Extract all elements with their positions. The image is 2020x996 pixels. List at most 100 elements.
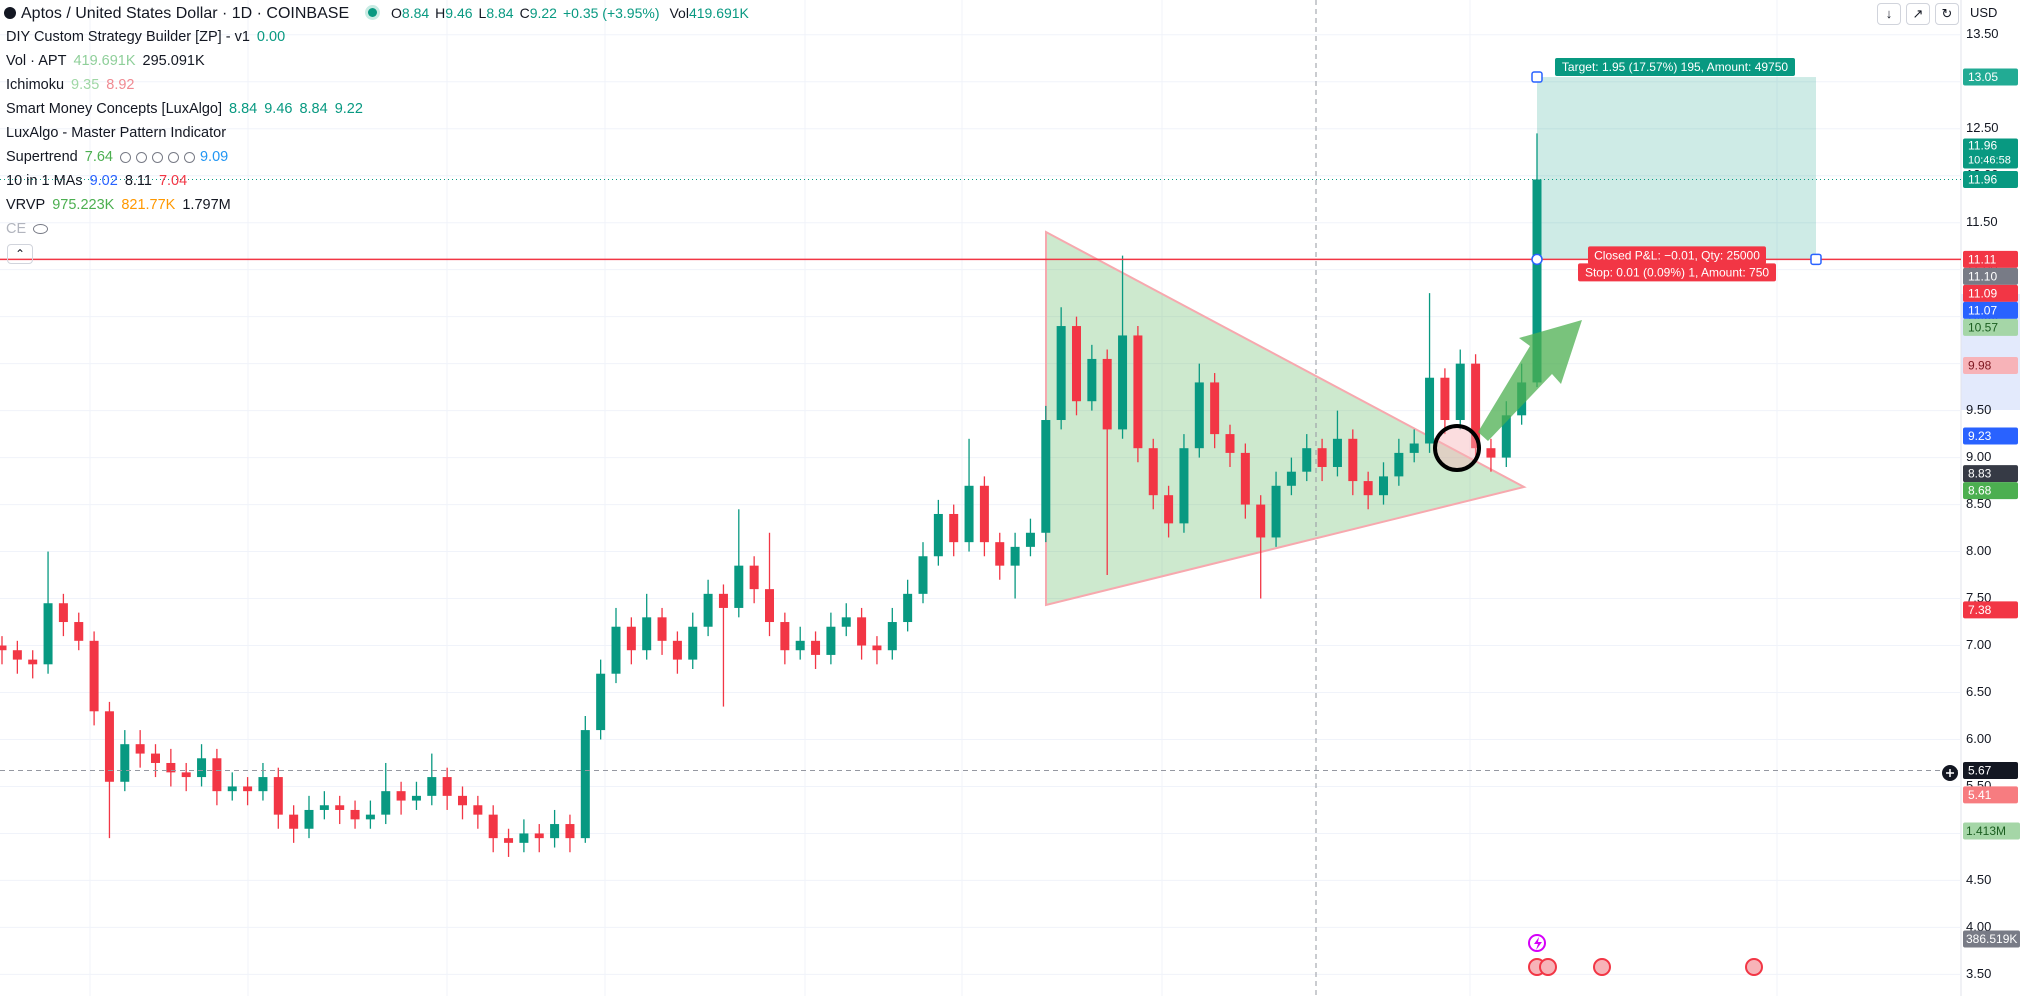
candle-body <box>427 777 437 796</box>
indicator-value: 821.77K <box>121 197 176 213</box>
candle-body <box>811 640 821 655</box>
candle-body <box>749 565 759 590</box>
candle-body <box>933 513 943 557</box>
y-tick-label: 13.50 <box>1966 26 1999 41</box>
indicator-value: 9.09 <box>199 149 229 165</box>
candle-body <box>273 777 283 815</box>
candle-body <box>964 485 974 543</box>
candle-body <box>857 617 867 646</box>
indicator-row[interactable]: 10 in 1 MAs 9.02 8.11 7.04 <box>6 171 194 191</box>
y-tick-label: 9.50 <box>1966 402 1991 417</box>
price-badge-label: 11.10 <box>1968 270 1997 284</box>
symbol-logo <box>4 7 16 19</box>
indicator-row[interactable]: Ichimoku 9.35 8.92 <box>6 75 142 95</box>
candle-body <box>1041 420 1051 533</box>
toolbar-button[interactable]: ↗ <box>1906 3 1930 25</box>
indicator-row[interactable]: Vol · APT 419.691K 295.091K <box>6 51 212 71</box>
closed-label: Closed P&L: −0.01, Qty: 25000 <box>1594 249 1760 263</box>
target-label: Target: 1.95 (17.57%) 195, Amount: 49750 <box>1562 60 1788 74</box>
candle-body <box>780 622 790 651</box>
ohlc-values: O8.84 H9.46 L8.84 C9.22 +0.35 (+3.95%) Vol419… <box>391 5 751 21</box>
indicator-name: DIY Custom Strategy Builder [ZP] - v1 <box>6 29 250 45</box>
candle-body <box>1164 495 1174 524</box>
y-tick-label: 4.00 <box>1966 919 1991 934</box>
indicator-row[interactable]: Supertrend 7.64 9.09 <box>6 147 235 167</box>
candle-body <box>58 603 68 623</box>
candle-body <box>243 786 253 792</box>
y-tick-label: 9.00 <box>1966 449 1991 464</box>
candle-body <box>1455 363 1465 421</box>
candle-body <box>918 556 928 594</box>
price-badge-label: 13.05 <box>1968 70 1998 84</box>
entry-handle[interactable] <box>1531 253 1543 266</box>
closed-label-box <box>1588 246 1766 265</box>
candle-body <box>672 640 682 660</box>
candle-body <box>826 626 836 655</box>
price-badge <box>1963 301 2018 319</box>
price-badge-label: 11.96 <box>1968 173 1997 187</box>
candle-body <box>1302 448 1312 472</box>
event-flag <box>1539 958 1557 976</box>
volume-badge <box>1963 822 2020 840</box>
price-badge <box>1963 761 2018 779</box>
target-handle[interactable] <box>1531 71 1543 83</box>
price-badge <box>1963 267 2018 285</box>
candle-body <box>1440 377 1450 421</box>
price-badge-label: 9.98 <box>1968 359 1992 373</box>
overlays: Target: 1.95 (17.57%) 195, Amount: 49750… <box>0 58 1961 771</box>
volume-value: 419.691K <box>688 5 749 21</box>
candle-body <box>979 485 989 543</box>
entry-end-handle[interactable] <box>1810 253 1822 266</box>
candle-body <box>703 593 713 627</box>
indicator-row[interactable]: LuxAlgo - Master Pattern Indicator <box>6 123 233 143</box>
price-badge-label: 11.96 <box>1968 139 1997 153</box>
symbol-header: Aptos / United States Dollar · 1D · COIN… <box>4 3 753 24</box>
candle-body <box>1271 485 1281 538</box>
candles <box>0 133 1542 857</box>
indicator-row[interactable]: VRVP 975.223K 821.77K 1.797M <box>6 195 238 215</box>
candle-body <box>580 730 590 839</box>
candle-body <box>1025 532 1035 547</box>
indicator-value: 419.691K <box>73 53 136 69</box>
candle-body <box>765 589 774 623</box>
indicator-value: 8.84 <box>229 101 258 117</box>
candle-body <box>335 805 345 810</box>
candle-body <box>611 626 621 674</box>
price-axis: 13.5013.0012.5012.0011.5011.0010.5010.00… <box>1963 26 2020 981</box>
candle-body <box>1348 438 1358 482</box>
candle-body <box>411 795 421 801</box>
empty-value-icon <box>167 151 179 163</box>
candle-body <box>1256 504 1266 538</box>
price-badge <box>1963 138 2018 169</box>
breakout-circle <box>1433 424 1481 472</box>
vertical-grid <box>89 0 1778 996</box>
ohlc-value: 8.84 <box>486 5 514 21</box>
hidden-eye-icon[interactable] <box>33 224 49 235</box>
candle-body <box>258 777 268 792</box>
candle-body <box>488 814 498 839</box>
candle-body <box>1286 471 1296 486</box>
collapse-legend-button[interactable]: ⌃ <box>7 244 33 264</box>
indicator-row[interactable]: Smart Money Concepts [LuxAlgo] 8.84 9.46 8.… <box>6 99 370 119</box>
indicator-name: VRVP <box>6 197 46 213</box>
y-tick-label: 8.00 <box>1966 543 1991 558</box>
empty-value-icon <box>183 151 195 163</box>
indicator-row[interactable]: CE <box>6 219 55 239</box>
indicator-value: 9.46 <box>264 101 293 117</box>
price-badge-label: 11.09 <box>1968 287 1997 301</box>
candle-body <box>1210 382 1220 435</box>
candle-body <box>1240 452 1250 505</box>
indicator-row[interactable]: DIY Custom Strategy Builder [ZP] - v1 0.0… <box>6 27 292 47</box>
candle-body <box>626 626 636 651</box>
indicator-name: Smart Money Concepts [LuxAlgo] <box>6 101 222 117</box>
candle-body <box>1010 546 1020 566</box>
symbol-title[interactable]: Aptos / United States Dollar · 1D · COIN… <box>21 5 350 22</box>
candle-body <box>949 513 959 543</box>
toolbar-button[interactable]: ↓ <box>1877 3 1901 25</box>
candle-body <box>74 622 84 641</box>
candle-body <box>151 753 160 763</box>
toolbar-button[interactable]: ↻ <box>1935 3 1959 25</box>
currency-selector[interactable]: USD <box>1970 5 1997 20</box>
price-badge <box>1963 482 2018 500</box>
